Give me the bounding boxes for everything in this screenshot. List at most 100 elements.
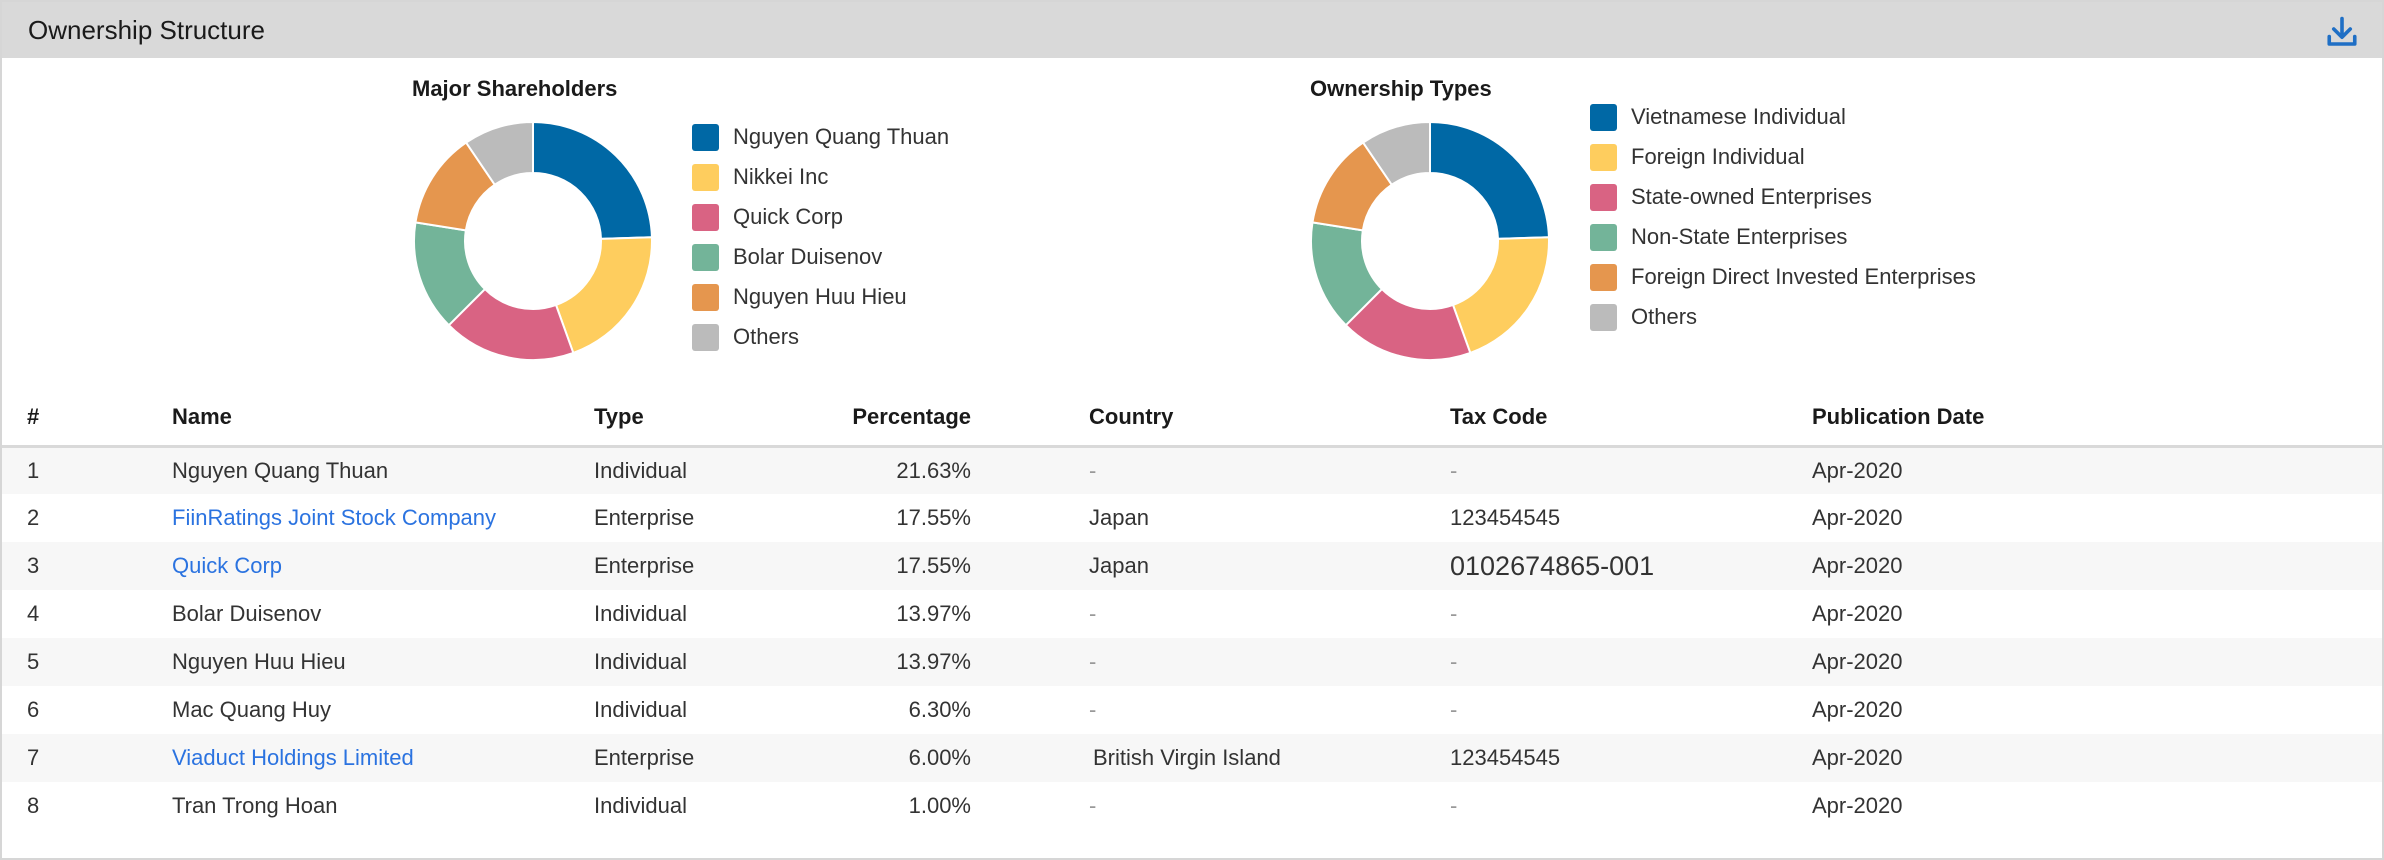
holder-name-cell: Mac Quang Huy: [172, 686, 594, 734]
holder-name-cell: Bolar Duisenov: [172, 590, 594, 638]
col-tax-code[interactable]: Tax Code: [1450, 390, 1812, 448]
country: British Virgin Island: [1093, 745, 1281, 770]
publication-date-cell: Apr-2020: [1812, 446, 2382, 494]
holder-type-cell: Individual: [594, 686, 774, 734]
holder-link[interactable]: Viaduct Holdings Limited: [172, 745, 414, 770]
legend-item[interactable]: Others: [692, 317, 949, 357]
holder-link[interactable]: FiinRatings Joint Stock Company: [172, 505, 497, 530]
country-cell: -: [971, 638, 1450, 686]
percentage-cell: 17.55%: [774, 542, 971, 590]
holder-name-cell: Viaduct Holdings Limited: [172, 734, 594, 782]
legend-item[interactable]: Bolar Duisenov: [692, 237, 949, 277]
holder-type-cell: Enterprise: [594, 494, 774, 542]
legend-item[interactable]: Non-State Enterprises: [1590, 217, 1976, 257]
row-number: 7: [27, 745, 40, 770]
legend-label: Nguyen Huu Hieu: [733, 284, 907, 309]
holder-name: Tran Trong Hoan: [172, 793, 338, 818]
legend-swatch: [692, 243, 719, 271]
percentage: 17.55%: [896, 553, 971, 578]
publication-date: Apr-2020: [1812, 793, 1903, 818]
row-number-cell: 3: [2, 542, 172, 590]
publication-date: Apr-2020: [1812, 505, 1903, 530]
legend-label: Others: [1631, 304, 1698, 329]
legend-swatch: [1590, 103, 1617, 131]
country-cell: Japan: [971, 542, 1450, 590]
donut-slice[interactable]: [554, 236, 653, 355]
percentage-cell: 6.30%: [774, 686, 971, 734]
holder-type: Enterprise: [594, 745, 695, 770]
publication-date: Apr-2020: [1812, 553, 1903, 578]
legend-item[interactable]: State-owned Enterprises: [1590, 177, 1976, 217]
tax-code-cell: -: [1450, 638, 1812, 686]
download-icon[interactable]: [2324, 14, 2360, 50]
percentage: 6.30%: [908, 697, 971, 722]
legend-item[interactable]: Nguyen Huu Hieu: [692, 277, 949, 317]
country-cell: -: [971, 782, 1450, 830]
legend-label: Nguyen Quang Thuan: [733, 124, 950, 149]
table-row: 4 Bolar Duisenov Individual 13.97% - - Apr-202…: [2, 590, 2382, 638]
publication-date-cell: Apr-2020: [1812, 494, 2382, 542]
col-number[interactable]: #: [2, 390, 172, 448]
legend-swatch: [1590, 143, 1617, 171]
panel-header: Ownership Structure: [2, 2, 2382, 58]
legend-swatch: [692, 323, 719, 351]
legend-item[interactable]: Vietnamese Individual: [1590, 97, 1976, 137]
percentage-cell: 13.97%: [774, 590, 971, 638]
holder-link[interactable]: Quick Corp: [172, 553, 283, 578]
donut-slice[interactable]: [1361, 120, 1431, 187]
publication-date: Apr-2020: [1812, 697, 1903, 722]
holder-type: Individual: [594, 697, 687, 722]
legend-item[interactable]: Foreign Individual: [1590, 137, 1976, 177]
col-publication-date[interactable]: Publication Date: [1812, 390, 2382, 448]
legend-label: Non-State Enterprises: [1631, 224, 1848, 249]
tax-code: 123454545: [1450, 745, 1561, 770]
holder-name-cell: FiinRatings Joint Stock Company: [172, 494, 594, 542]
row-number: 6: [27, 697, 40, 722]
col-country[interactable]: Country: [971, 390, 1450, 448]
table-row: 1 Nguyen Quang Thuan Individual 21.63% - - Apr…: [2, 446, 2382, 494]
holder-name-cell: Nguyen Huu Hieu: [172, 638, 594, 686]
publication-date-cell: Apr-2020: [1812, 590, 2382, 638]
col-name[interactable]: Name: [172, 390, 594, 448]
donut-slice[interactable]: [532, 120, 653, 240]
tax-code: -: [1450, 457, 1458, 483]
tax-code-cell: -: [1450, 446, 1812, 494]
holder-type: Individual: [594, 601, 687, 626]
donut-slice[interactable]: [1451, 236, 1550, 355]
holder-name: Bolar Duisenov: [172, 601, 322, 626]
legend-item[interactable]: Quick Corp: [692, 197, 949, 237]
tax-code: -: [1450, 793, 1458, 818]
col-type[interactable]: Type: [594, 390, 774, 448]
country: -: [1089, 649, 1097, 674]
percentage: 17.55%: [896, 505, 971, 530]
percentage: 21.63%: [896, 457, 971, 483]
percentage-cell: 17.55%: [774, 494, 971, 542]
tax-code: 123454545: [1450, 505, 1561, 530]
legend-label: Quick Corp: [733, 204, 844, 229]
legend-label: Vietnamese Individual: [1631, 104, 1846, 129]
legend-item[interactable]: Nikkei Inc: [692, 157, 949, 197]
legend-label: Nikkei Inc: [733, 164, 829, 189]
tax-code-cell: 123454545: [1450, 734, 1812, 782]
percentage: 13.97%: [896, 601, 971, 626]
legend-swatch: [1590, 223, 1617, 251]
tax-code-cell: 123454545: [1450, 494, 1812, 542]
donut-slice[interactable]: [464, 120, 534, 187]
legend-item[interactable]: Nguyen Quang Thuan: [692, 117, 949, 157]
row-number-cell: 8: [2, 782, 172, 830]
country-cell: Japan: [971, 494, 1450, 542]
publication-date-cell: Apr-2020: [1812, 686, 2382, 734]
row-number-cell: 6: [2, 686, 172, 734]
holder-type: Enterprise: [594, 553, 695, 578]
legend-item[interactable]: Foreign Direct Invested Enterprises: [1590, 257, 1976, 297]
chart-title-major-shareholders: Major Shareholders: [412, 76, 618, 101]
legend-label: Foreign Individual: [1631, 144, 1805, 169]
holder-type-cell: Individual: [594, 446, 774, 494]
country-cell: -: [971, 446, 1450, 494]
col-percentage[interactable]: Percentage: [774, 390, 971, 448]
tax-code: -: [1450, 697, 1458, 722]
legend-item[interactable]: Others: [1590, 297, 1976, 337]
row-number-cell: 5: [2, 638, 172, 686]
donut-slice[interactable]: [1429, 120, 1550, 240]
holder-type-cell: Enterprise: [594, 734, 774, 782]
